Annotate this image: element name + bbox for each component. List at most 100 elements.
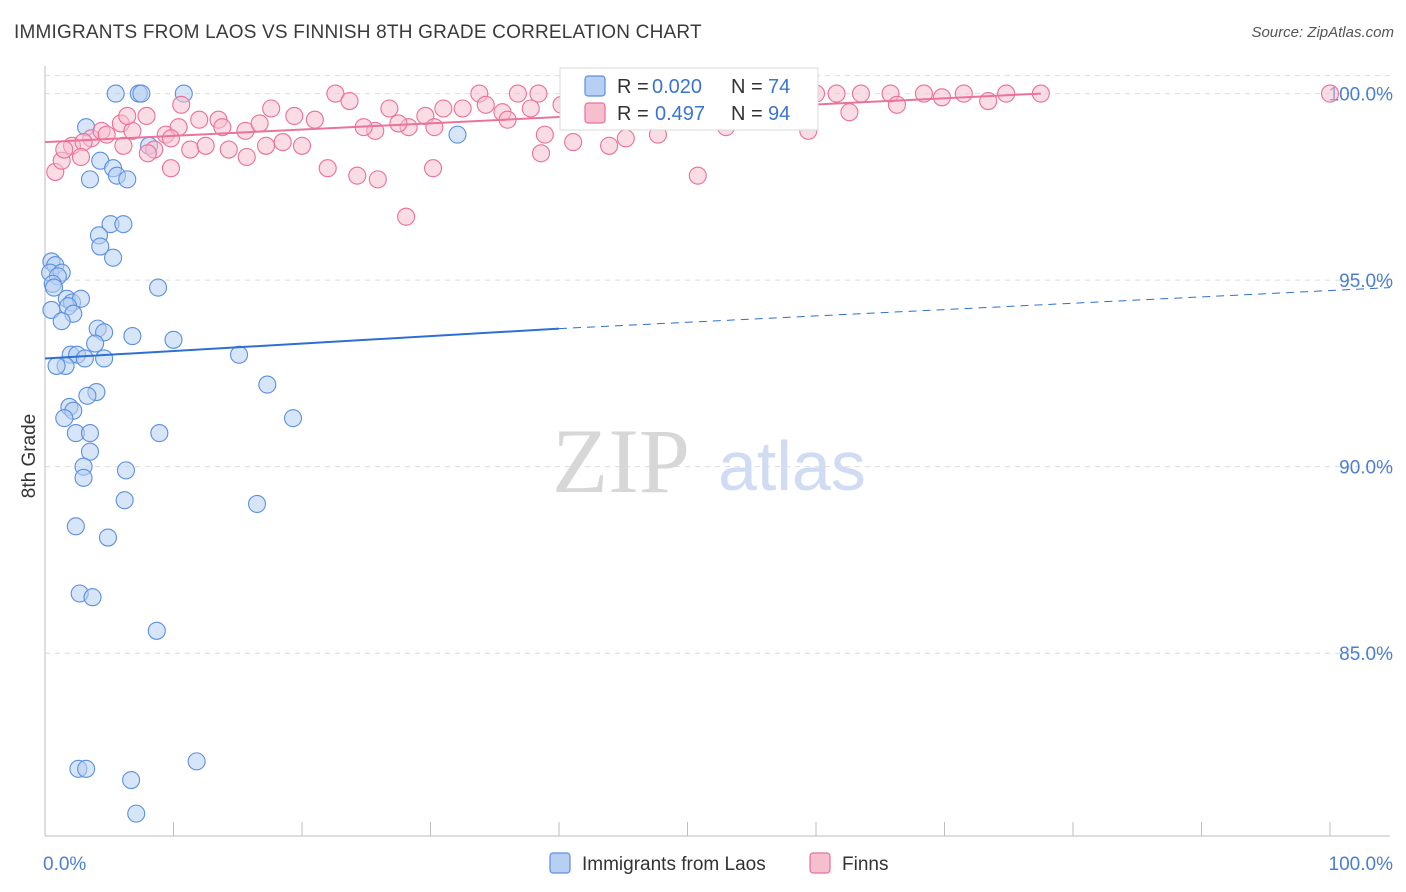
watermark-zip: ZIP	[552, 410, 690, 512]
finns-point-92	[887, 95, 907, 114]
laos-trend-line	[44, 327, 560, 360]
finns-point-56	[219, 140, 238, 159]
y-tick-label-2: 90.0%	[1339, 458, 1393, 479]
legend-r-label-laos: R =	[617, 76, 649, 98]
finns-point-59	[273, 133, 292, 152]
finns-point-62	[172, 95, 191, 114]
finns-point-46	[997, 84, 1016, 103]
laos-point-69	[448, 125, 467, 144]
legend-n-value-laos: 74	[768, 76, 790, 98]
laos-point-64	[187, 752, 206, 771]
laos-point-43	[258, 375, 277, 394]
finns-point-44	[914, 84, 933, 103]
laos-point-41	[47, 356, 66, 375]
finns-point-54	[181, 140, 200, 159]
laos-point-42	[229, 345, 249, 364]
laos-point-55	[116, 461, 136, 480]
finns-point-51	[114, 136, 133, 155]
watermark: ZIP atlas	[552, 410, 866, 512]
laos-point-48	[55, 409, 74, 428]
finns-point-60	[292, 136, 312, 155]
finns-point-75	[138, 144, 157, 163]
finns-point-48	[1320, 84, 1340, 103]
finns-point-58	[256, 136, 276, 155]
laos-point-23	[149, 278, 168, 297]
finns-point-71	[600, 136, 619, 155]
laos-point-12	[114, 215, 133, 234]
legend-swatch-finns	[584, 102, 606, 124]
finns-point-50	[97, 125, 116, 144]
y-tick-label-3: 85.0%	[1339, 644, 1393, 665]
laos-point-35	[164, 330, 183, 349]
x-tick-label-1: 100.0%	[1329, 854, 1394, 875]
bottom-legend-swatch-finns	[809, 852, 831, 874]
laos-point-68	[127, 804, 146, 823]
laos-point-67	[122, 770, 141, 790]
finns-point-22	[434, 99, 453, 118]
finns-point-79	[368, 170, 387, 189]
finns-point-77	[318, 159, 337, 178]
laos-point-39	[95, 349, 114, 368]
bottom-legend-label-laos: Immigrants from Laos	[582, 854, 766, 875]
finns-point-80	[397, 207, 416, 226]
finns-point-61	[118, 106, 137, 126]
finns-point-27	[529, 84, 548, 103]
laos-point-8	[80, 170, 100, 189]
series-laos-points	[41, 84, 467, 823]
laos-point-52	[150, 424, 169, 443]
laos-point-30	[52, 312, 71, 331]
y-axis-title: 8th Grade	[19, 414, 40, 499]
legend-r-label-finns: R =	[617, 103, 649, 125]
finns-point-55	[196, 136, 215, 155]
axes	[44, 66, 1390, 837]
laos-point-45	[78, 386, 97, 405]
laos-point-59	[66, 517, 85, 536]
finns-point-84	[688, 166, 707, 185]
finns-point-83	[616, 129, 635, 148]
laos-point-49	[283, 409, 303, 428]
legend-n-label-laos: N =	[731, 76, 763, 98]
legend-r-value-finns: 0.497	[655, 103, 705, 125]
finns-point-49	[74, 133, 93, 152]
finns-point-73	[55, 140, 74, 159]
laos-point-28	[42, 300, 61, 320]
finns-point-10	[190, 110, 209, 129]
laos-point-14	[91, 237, 110, 256]
finns-point-16	[326, 84, 345, 103]
finns-point-86	[521, 99, 540, 118]
y-tick-label-0: 100.0%	[1329, 85, 1394, 106]
finns-point-13	[262, 99, 281, 118]
legend-n-value-finns: 94	[768, 103, 790, 125]
finns-point-67	[425, 118, 444, 137]
finns-point-78	[348, 166, 367, 185]
finns-point-45	[954, 84, 973, 103]
laos-trend-extension	[558, 287, 1391, 330]
laos-point-10	[118, 170, 137, 189]
chart-title: IMMIGRANTS FROM LAOS VS FINNISH 8TH GRAD…	[14, 22, 702, 43]
x-tick-label-0: 0.0%	[43, 854, 86, 875]
legend: R = 0.020 N = 74 R = 0.497 N = 94	[559, 67, 819, 131]
trend-lines	[44, 92, 1391, 360]
laos-point-63	[147, 621, 166, 640]
bottom-legend-swatch-laos	[549, 852, 571, 874]
laos-point-0	[106, 84, 125, 103]
watermark-atlas: atlas	[718, 427, 866, 505]
laos-point-15	[104, 248, 123, 267]
finns-point-12	[236, 121, 255, 140]
source-label: Source: ZipAtlas.com	[1251, 24, 1394, 41]
finns-point-64	[250, 114, 269, 133]
laos-point-51	[80, 424, 100, 443]
legend-swatch-laos	[584, 75, 606, 97]
finns-point-81	[424, 159, 443, 178]
laos-point-56	[74, 468, 93, 487]
laos-point-33	[123, 327, 142, 346]
finns-point-91	[840, 103, 859, 122]
finns-point-82	[531, 144, 551, 163]
laos-point-66	[77, 759, 96, 778]
legend-n-label-finns: N =	[731, 103, 763, 125]
finns-point-85	[476, 95, 495, 114]
laos-point-22	[44, 278, 64, 297]
finns-point-70	[564, 133, 583, 152]
finns-point-42	[851, 84, 871, 103]
